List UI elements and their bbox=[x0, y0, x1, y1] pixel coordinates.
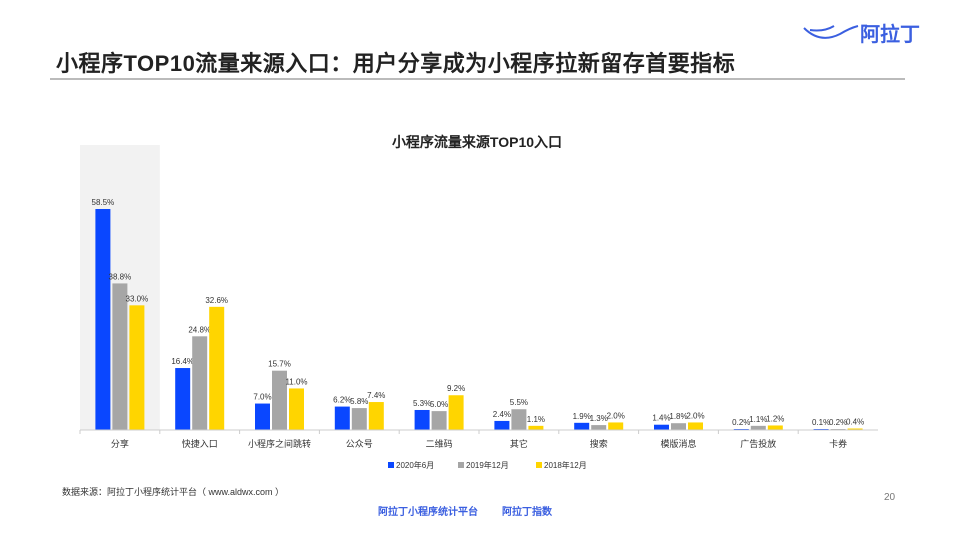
bar bbox=[368, 402, 384, 430]
bar bbox=[448, 395, 464, 430]
bar bbox=[574, 422, 590, 430]
title-divider bbox=[50, 78, 905, 80]
x-tick-label: 其它 bbox=[510, 438, 528, 449]
data-label: 6.2% bbox=[333, 396, 351, 405]
bar bbox=[289, 388, 304, 430]
x-tick-label: 小程序之间跳转 bbox=[248, 438, 311, 449]
data-label: 58.5% bbox=[92, 198, 115, 207]
legend-swatch bbox=[388, 462, 394, 468]
data-source: 数据来源：阿拉丁小程序统计平台（ www.aldwx.com ） bbox=[62, 487, 285, 497]
logo-text: 阿拉丁 bbox=[860, 24, 920, 46]
lamp-icon bbox=[803, 24, 859, 39]
bar bbox=[112, 283, 128, 430]
x-tick-label: 搜索 bbox=[590, 438, 608, 449]
data-label: 16.4% bbox=[171, 357, 194, 366]
bar bbox=[494, 420, 510, 430]
bar bbox=[591, 425, 607, 430]
page-title: 小程序TOP10流量来源入口：用户分享成为小程序拉新留存首要指标 bbox=[56, 51, 736, 76]
bar bbox=[528, 425, 544, 430]
x-tick-label: 模版消息 bbox=[660, 438, 696, 449]
data-label: 0.1% bbox=[812, 418, 830, 427]
bar bbox=[129, 305, 145, 430]
bar bbox=[334, 406, 350, 430]
data-label: 5.5% bbox=[510, 398, 528, 407]
bar bbox=[847, 428, 863, 430]
x-tick-label: 广告投放 bbox=[740, 438, 776, 449]
bar bbox=[192, 336, 208, 430]
bar bbox=[767, 425, 783, 430]
x-tick-label: 二维码 bbox=[426, 438, 453, 449]
data-label: 1.3% bbox=[590, 414, 608, 423]
bar bbox=[272, 370, 287, 430]
data-label: 24.8% bbox=[188, 325, 211, 334]
data-label: 1.2% bbox=[766, 414, 784, 423]
x-tick-label: 分享 bbox=[111, 438, 129, 449]
legend-swatch bbox=[536, 462, 542, 468]
bar bbox=[688, 422, 703, 430]
legend-label: 2018年12月 bbox=[544, 460, 587, 470]
data-label: 2.4% bbox=[493, 410, 511, 419]
data-label: 5.3% bbox=[413, 399, 431, 408]
bar bbox=[255, 403, 270, 430]
data-label: 1.1% bbox=[527, 415, 545, 424]
footer-brand-2: 阿拉丁指数 bbox=[502, 507, 552, 518]
x-tick-label: 公众号 bbox=[346, 439, 373, 449]
bar bbox=[351, 408, 367, 430]
data-label: 2.0% bbox=[607, 411, 625, 420]
bar bbox=[608, 422, 624, 430]
footer-brands: 阿拉丁小程序统计平台 阿拉丁指数 bbox=[378, 503, 552, 518]
data-label: 1.4% bbox=[652, 414, 670, 423]
data-label: 5.8% bbox=[350, 397, 368, 406]
data-label: 1.1% bbox=[749, 415, 767, 424]
legend-label: 2019年12月 bbox=[466, 460, 509, 470]
x-tick-label: 卡券 bbox=[829, 438, 847, 449]
bar bbox=[671, 423, 686, 430]
data-label: 7.0% bbox=[253, 393, 271, 402]
brand-logo: 阿拉丁 bbox=[800, 18, 920, 47]
data-label: 0.4% bbox=[846, 417, 864, 426]
data-label: 7.4% bbox=[367, 391, 385, 400]
bar bbox=[511, 409, 527, 430]
page-number: 20 bbox=[884, 492, 896, 503]
data-label: 15.7% bbox=[268, 360, 291, 369]
data-label: 0.2% bbox=[732, 418, 750, 427]
legend-label: 2020年6月 bbox=[396, 460, 434, 470]
bar bbox=[175, 368, 191, 430]
data-label: 9.2% bbox=[447, 384, 465, 393]
data-label: 32.6% bbox=[205, 296, 228, 305]
data-label: 0.2% bbox=[829, 418, 847, 427]
data-label: 1.9% bbox=[573, 412, 591, 421]
data-label: 1.8% bbox=[669, 412, 687, 421]
data-label: 11.0% bbox=[285, 377, 307, 386]
bar bbox=[209, 306, 225, 430]
footer-brand-1: 阿拉丁小程序统计平台 bbox=[378, 507, 478, 518]
bar bbox=[95, 209, 111, 430]
bar bbox=[750, 425, 766, 430]
data-label: 38.8% bbox=[109, 272, 132, 281]
data-label: 5.0% bbox=[430, 400, 448, 409]
bar bbox=[654, 424, 669, 430]
data-label: 33.0% bbox=[126, 294, 149, 303]
bar bbox=[431, 411, 447, 430]
legend-swatch bbox=[458, 462, 464, 468]
data-label: 2.0% bbox=[686, 411, 704, 420]
chart-title: 小程序流量来源TOP10入口 bbox=[391, 134, 563, 150]
bar bbox=[414, 409, 430, 430]
x-tick-label: 快捷入口 bbox=[182, 438, 218, 449]
